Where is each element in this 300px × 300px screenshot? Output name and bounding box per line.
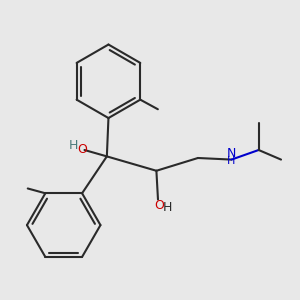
Text: O: O	[155, 199, 164, 212]
Text: H: H	[227, 156, 236, 166]
Text: H: H	[69, 139, 78, 152]
Text: O: O	[77, 143, 87, 156]
Text: H: H	[162, 201, 172, 214]
Text: N: N	[227, 147, 236, 160]
